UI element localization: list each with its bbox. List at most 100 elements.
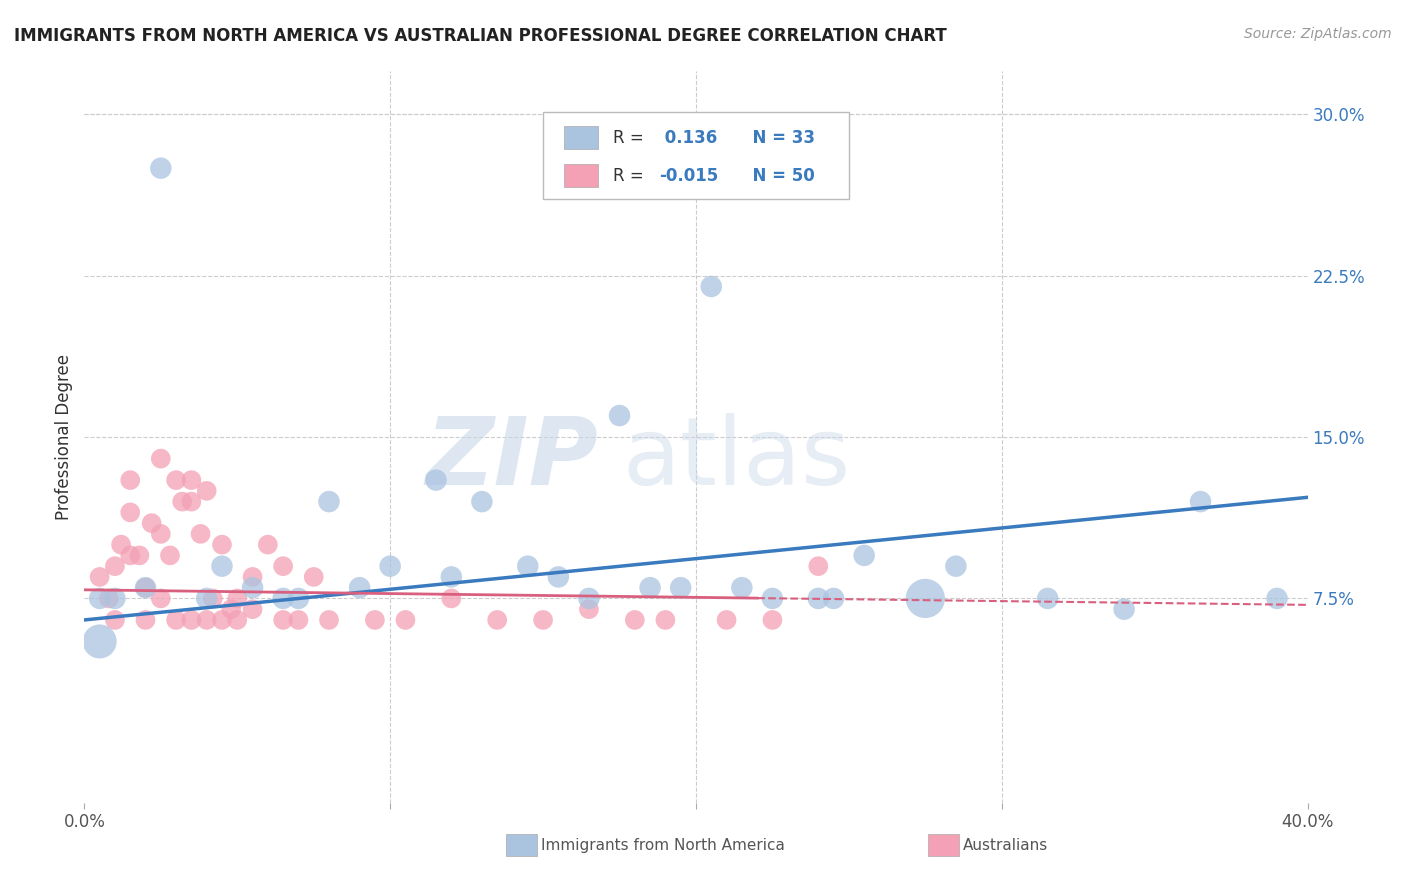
Point (149, 161, 172, 176)
Point (211, 538, 233, 552)
Point (242, 602, 264, 616)
Point (761, 613, 783, 627)
Point (135, 581, 157, 595)
Point (1189, 494, 1212, 508)
Point (120, 473, 142, 487)
Point (364, 613, 387, 627)
Point (149, 451, 172, 466)
Point (242, 570, 264, 584)
Bar (564, 126, 598, 150)
Point (159, 549, 181, 563)
Text: ZIP: ZIP (425, 413, 598, 505)
Text: N = 50: N = 50 (741, 167, 815, 185)
Text: R =: R = (613, 167, 648, 185)
Point (578, 591, 600, 606)
Text: IMMIGRANTS FROM NORTH AMERICA VS AUSTRALIAN PROFESSIONAL DEGREE CORRELATION CHAR: IMMIGRANTS FROM NORTH AMERICA VS AUSTRAL… (14, 27, 946, 45)
Text: R =: R = (613, 128, 648, 147)
Point (89, 570, 111, 584)
Point (271, 559, 294, 574)
Point (318, 494, 340, 508)
Point (349, 581, 371, 595)
Point (141, 516, 163, 530)
Point (97, 591, 120, 606)
Point (165, 613, 187, 627)
Point (700, 279, 723, 293)
Bar (564, 164, 598, 187)
Point (195, 613, 218, 627)
Point (669, 581, 692, 595)
Point (219, 602, 242, 616)
Point (547, 570, 569, 584)
Point (128, 549, 150, 563)
Point (853, 549, 876, 563)
Point (242, 581, 264, 595)
Point (531, 613, 554, 627)
Point (195, 591, 218, 606)
Point (135, 613, 157, 627)
Point (638, 581, 661, 595)
Point (180, 494, 202, 508)
Point (104, 559, 127, 574)
FancyBboxPatch shape (543, 112, 849, 200)
Point (110, 538, 132, 552)
Point (516, 559, 538, 574)
Point (89, 591, 111, 606)
Point (440, 570, 463, 584)
Point (425, 473, 447, 487)
Point (578, 602, 600, 616)
Text: N = 33: N = 33 (741, 128, 815, 147)
Point (945, 559, 967, 574)
Point (149, 591, 172, 606)
Point (394, 613, 416, 627)
Point (471, 494, 494, 508)
Point (624, 613, 647, 627)
Point (1114, 602, 1136, 616)
Point (609, 409, 631, 423)
Point (302, 570, 325, 584)
Point (172, 494, 194, 508)
Point (823, 591, 845, 606)
Point (104, 613, 127, 627)
Point (165, 473, 187, 487)
Point (89, 634, 111, 648)
Point (226, 591, 249, 606)
Point (731, 581, 754, 595)
Y-axis label: Professional Degree: Professional Degree (55, 354, 73, 520)
Point (914, 591, 936, 606)
Point (807, 591, 830, 606)
Text: Source: ZipAtlas.com: Source: ZipAtlas.com (1244, 27, 1392, 41)
Text: Immigrants from North America: Immigrants from North America (541, 838, 785, 853)
Text: -0.015: -0.015 (659, 167, 718, 185)
Point (318, 613, 340, 627)
Point (211, 559, 233, 574)
Point (716, 613, 738, 627)
Point (287, 591, 309, 606)
Point (211, 613, 233, 627)
Point (135, 581, 157, 595)
Text: 0.136: 0.136 (659, 128, 717, 147)
Point (226, 613, 249, 627)
Point (149, 527, 172, 541)
Point (440, 591, 463, 606)
Point (180, 613, 202, 627)
Point (104, 591, 127, 606)
Point (257, 538, 280, 552)
Point (201, 591, 224, 606)
Point (1265, 591, 1288, 606)
Point (761, 591, 783, 606)
Point (807, 559, 830, 574)
Text: Australians: Australians (963, 838, 1049, 853)
Text: atlas: atlas (623, 413, 851, 505)
Point (271, 613, 294, 627)
Point (654, 613, 676, 627)
Point (195, 483, 218, 498)
Point (486, 613, 509, 627)
Point (190, 527, 212, 541)
Point (271, 591, 294, 606)
Point (1036, 591, 1059, 606)
Point (380, 559, 402, 574)
Point (180, 473, 202, 487)
Point (120, 505, 142, 519)
Point (287, 613, 309, 627)
Point (120, 549, 142, 563)
